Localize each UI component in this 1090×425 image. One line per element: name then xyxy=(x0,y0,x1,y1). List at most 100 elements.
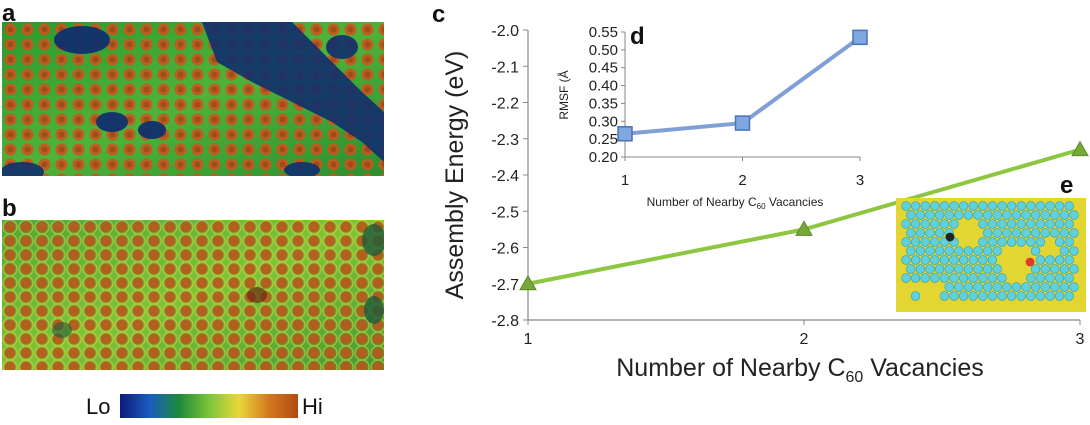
inset-y-tick-label: 0.25 xyxy=(589,131,618,148)
x-tick-label: 3 xyxy=(1076,331,1085,348)
molecule xyxy=(901,219,911,229)
molecule xyxy=(910,273,921,283)
molecule xyxy=(963,210,974,220)
molecule xyxy=(1006,237,1017,247)
molecule xyxy=(906,228,916,238)
energy-data-point xyxy=(519,274,537,291)
rmsf-data-point xyxy=(734,115,751,131)
molecule xyxy=(978,291,988,301)
molecule xyxy=(958,201,969,211)
molecule xyxy=(930,273,940,283)
molecule xyxy=(1064,237,1074,247)
inset-y-tick-label: 0.30 xyxy=(589,113,618,130)
molecule xyxy=(1064,291,1074,301)
molecule xyxy=(934,228,945,238)
inset-x-tick-label: 1 xyxy=(621,172,629,189)
molecule xyxy=(954,282,964,292)
molecule xyxy=(1045,291,1055,301)
molecule xyxy=(1030,210,1041,220)
molecule xyxy=(982,264,993,274)
assembly-energy-chart: c -2.0 -2.1 -2.2 -2.3 -2.4 -2.5 -2.6 -2.7 -2.8 1 2 3… xyxy=(432,1,1089,386)
molecule xyxy=(954,246,964,256)
inset-y-tick-label: 0.40 xyxy=(589,78,618,95)
molecule xyxy=(1040,228,1050,238)
molecule xyxy=(1040,210,1050,220)
molecule xyxy=(1035,237,1046,247)
colorbar-low-label: Lo xyxy=(86,394,111,419)
molecule xyxy=(1026,237,1036,247)
molecule xyxy=(997,237,1007,247)
molecule xyxy=(973,246,983,256)
molecule xyxy=(925,246,935,256)
molecule xyxy=(997,273,1007,283)
molecule xyxy=(934,246,945,256)
molecule xyxy=(978,237,988,247)
molecule xyxy=(992,228,1002,238)
molecule xyxy=(987,273,998,283)
molecule xyxy=(930,201,940,211)
molecule xyxy=(949,219,959,229)
molecule xyxy=(982,228,993,238)
molecule xyxy=(992,210,1002,220)
molecule xyxy=(1045,201,1055,211)
rmsf-data-point xyxy=(617,126,633,142)
x-tick-label: 1 xyxy=(524,331,533,348)
molecule xyxy=(1011,282,1022,292)
molecule xyxy=(1064,273,1074,283)
molecule xyxy=(1040,264,1050,274)
molecule xyxy=(910,201,921,211)
molecule xyxy=(906,210,916,220)
y-tick-label: -2.4 xyxy=(491,168,519,185)
molecule xyxy=(915,228,926,238)
molecule xyxy=(1030,264,1041,274)
molecule xyxy=(915,246,926,256)
molecule xyxy=(997,201,1007,211)
molecule xyxy=(1002,228,1012,238)
inset-y-tick-label: 0.50 xyxy=(589,42,618,59)
molecule xyxy=(968,201,978,211)
molecule xyxy=(925,228,935,238)
molecule xyxy=(968,273,978,283)
molecule xyxy=(939,291,950,301)
molecule xyxy=(978,201,988,211)
molecule xyxy=(939,201,950,211)
molecule xyxy=(1026,273,1036,283)
molecule xyxy=(939,273,950,283)
molecule xyxy=(1006,201,1017,211)
molecule xyxy=(1030,282,1041,292)
y-tick-label: -2.0 xyxy=(491,23,519,40)
marked-molecule-red xyxy=(1025,257,1035,267)
molecule xyxy=(901,255,911,265)
molecule xyxy=(982,210,993,220)
energy-data-point xyxy=(795,220,813,236)
inset-y-axis-title: RMSF (Å xyxy=(556,70,571,119)
molecule xyxy=(954,264,964,274)
molecule xyxy=(1002,282,1012,292)
energy-data-point xyxy=(1071,140,1089,157)
molecule xyxy=(987,237,998,247)
molecule xyxy=(1030,228,1041,238)
molecule xyxy=(992,282,1002,292)
molecule xyxy=(920,255,930,265)
molecule xyxy=(1064,255,1074,265)
molecule xyxy=(944,210,954,220)
inset-x-tick-label: 3 xyxy=(856,172,864,189)
molecule xyxy=(1045,219,1055,229)
molecule xyxy=(910,291,921,301)
y-axis-title: Assembly Energy (eV) xyxy=(441,51,469,300)
molecule xyxy=(930,255,940,265)
molecule xyxy=(1026,291,1036,301)
molecule xyxy=(1050,210,1060,220)
marked-molecule-black xyxy=(945,232,955,242)
molecule xyxy=(1045,273,1055,283)
molecule xyxy=(1006,291,1017,301)
molecule xyxy=(1054,219,1065,229)
molecule xyxy=(949,255,959,265)
inset-y-tick-label: 0.20 xyxy=(589,149,618,166)
molecule xyxy=(992,264,1002,274)
colorbar xyxy=(120,394,298,418)
molecule xyxy=(1011,228,1022,238)
y-tick-label: -2.3 xyxy=(491,132,519,149)
molecule xyxy=(1050,228,1060,238)
stm-image-a xyxy=(2,22,384,176)
